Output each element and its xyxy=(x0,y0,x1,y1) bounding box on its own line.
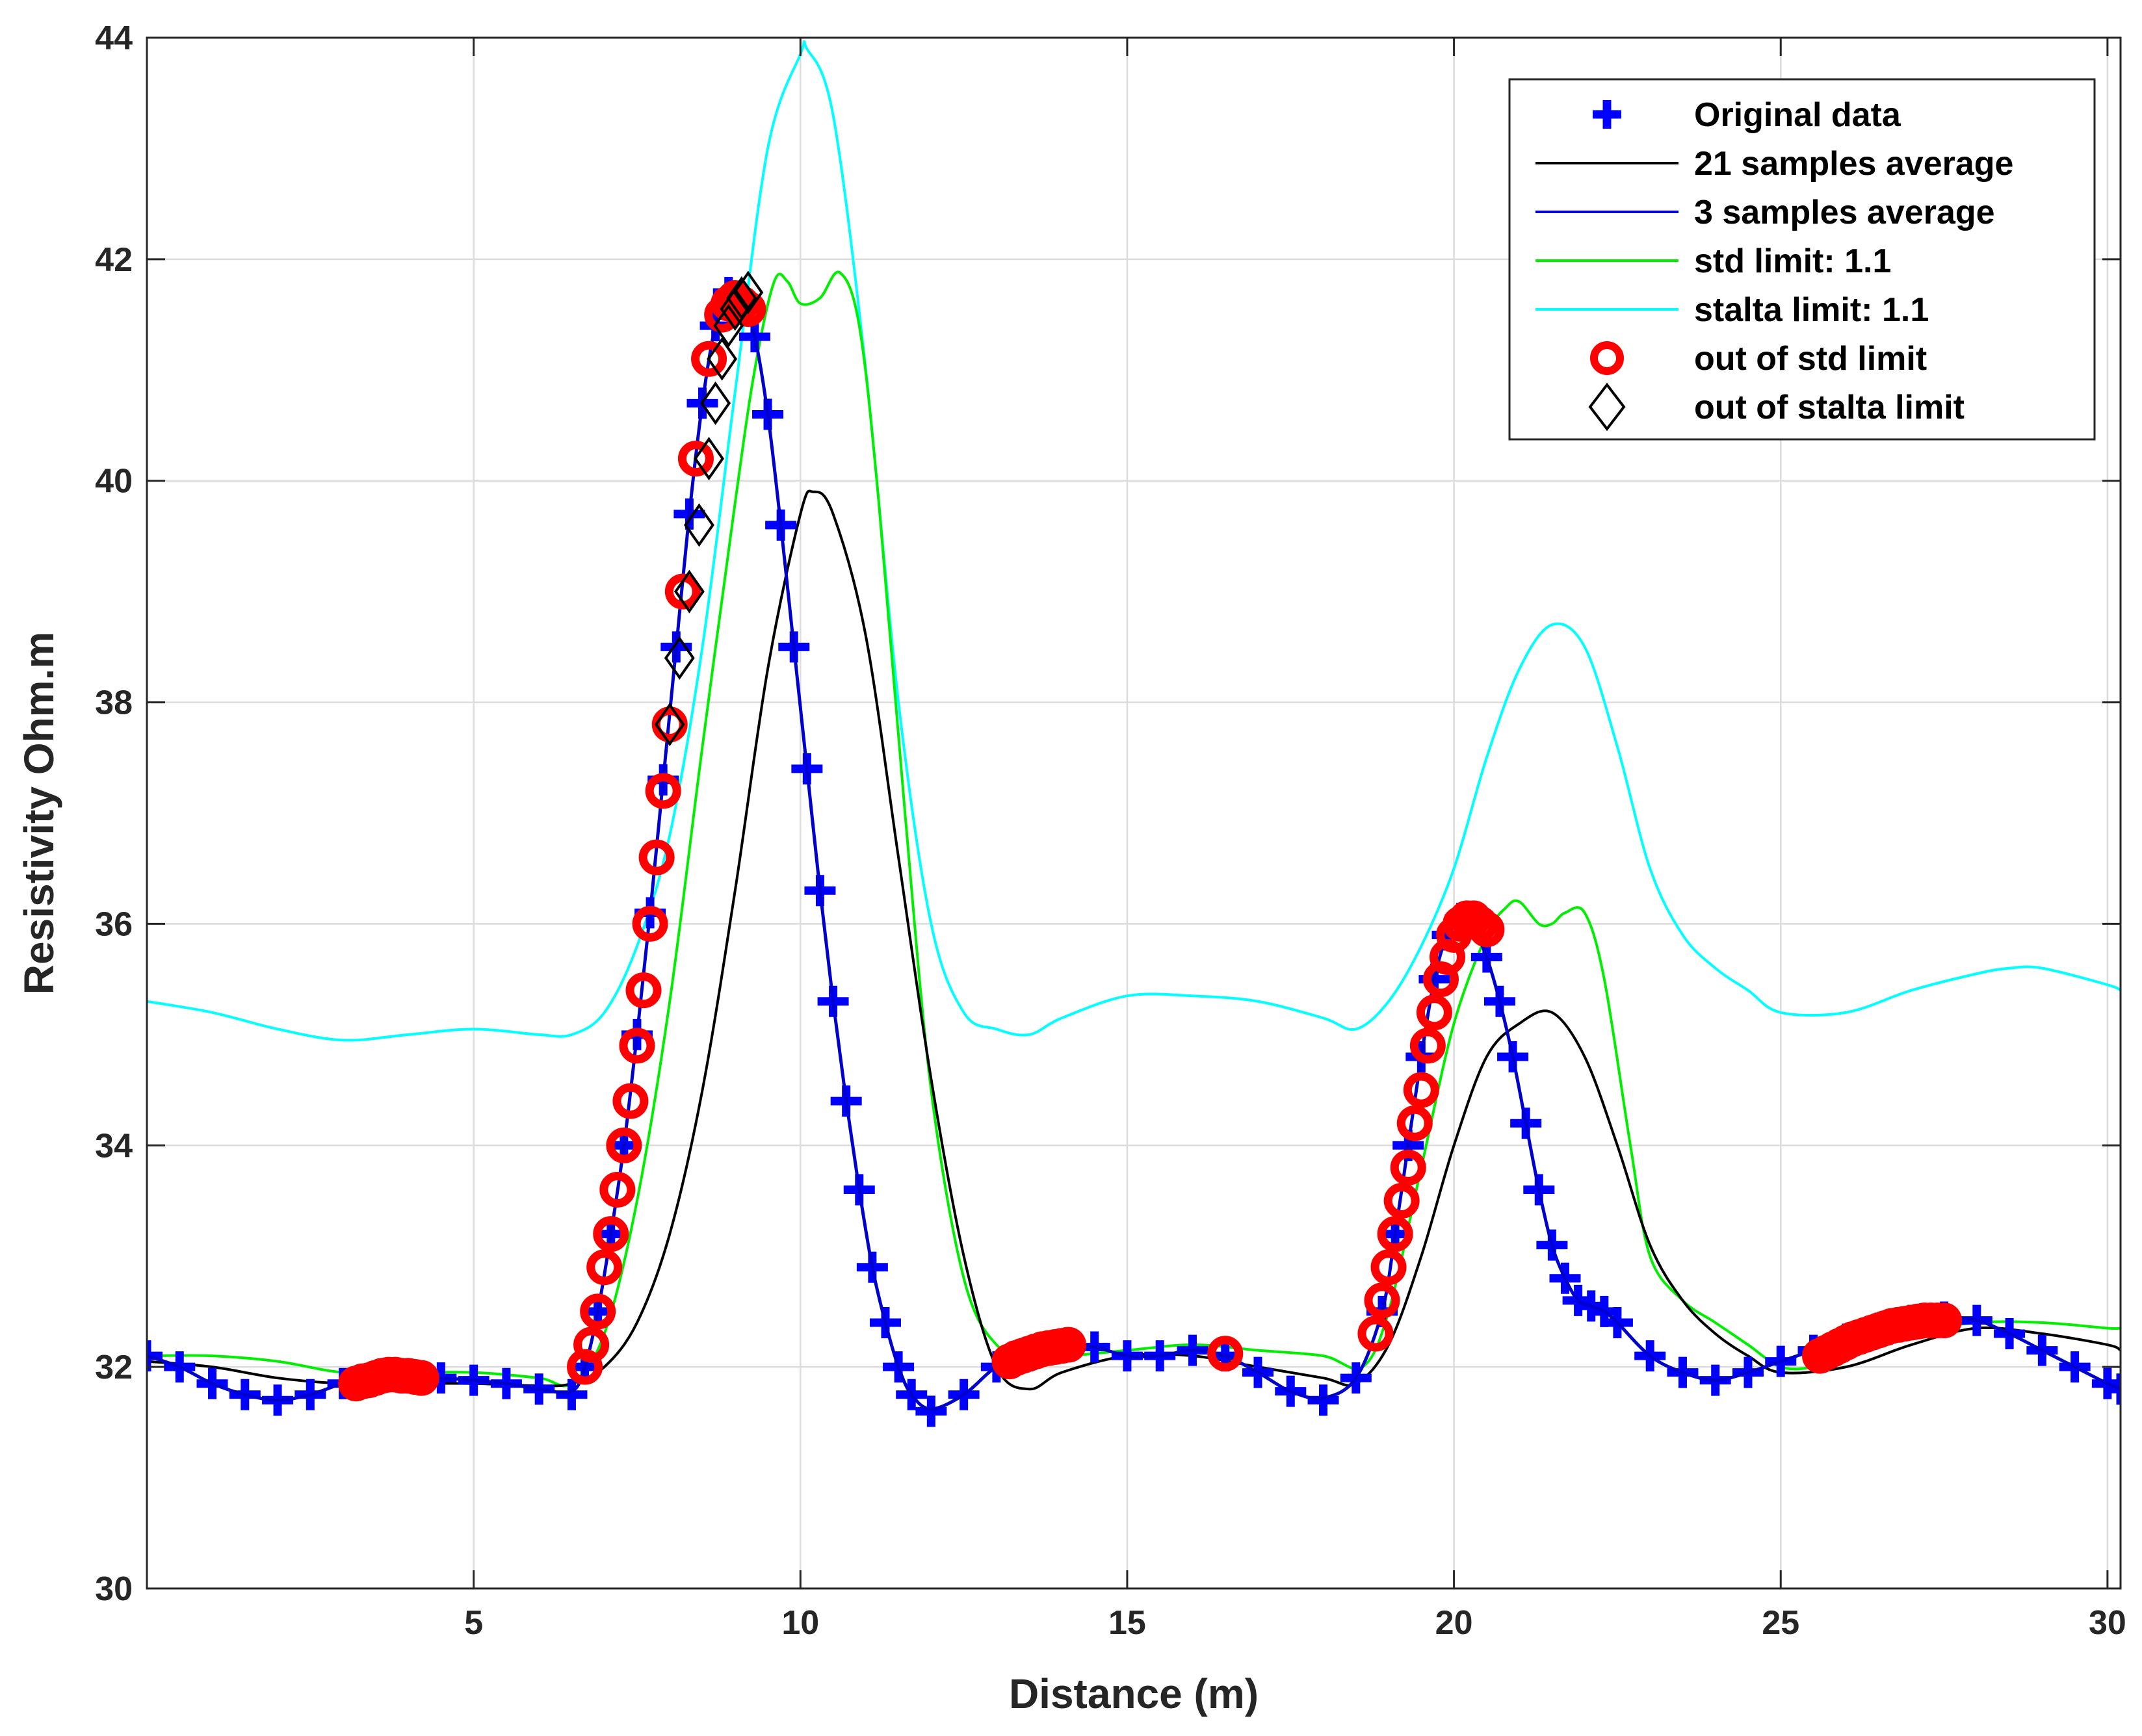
data-point-out-of-std xyxy=(1416,994,1452,1031)
data-point-out-of-std xyxy=(625,972,662,1009)
legend-diamond-marker xyxy=(1588,382,1626,432)
data-point-out-of-std xyxy=(580,1293,616,1330)
y-tick-label: 36 xyxy=(95,905,133,943)
legend-label: 3 samples average xyxy=(1694,194,1995,231)
x-axis-title: Distance (m) xyxy=(1009,1670,1259,1717)
data-point-out-of-stalta xyxy=(700,381,731,425)
data-point-out-of-std xyxy=(677,441,714,477)
data-point-out-of-stalta xyxy=(664,636,695,680)
series-layer xyxy=(147,40,2121,1427)
x-tick-label: 20 xyxy=(1435,1604,1473,1642)
axis-ticks: 5 10 15 20 25 30 30 32 34 36 38 40 42 44 xyxy=(95,19,2126,1642)
x-tick-label: 15 xyxy=(1108,1604,1146,1642)
legend-label: out of std limit xyxy=(1694,340,1927,378)
data-point-out-of-std xyxy=(1357,1315,1394,1352)
data-point-out-of-std xyxy=(1403,1072,1439,1108)
data-point-original xyxy=(915,1395,947,1427)
data-point-out-of-std xyxy=(1409,1028,1446,1064)
data-point-out-of-std xyxy=(638,839,675,875)
legend-label: 21 samples average xyxy=(1694,145,2013,183)
y-tick-label: 34 xyxy=(95,1127,133,1165)
data-point-original xyxy=(2105,1373,2121,1405)
axes-box xyxy=(146,36,2122,1590)
legend: Original data 21 samples average 3 samples… xyxy=(1508,78,2096,441)
data-point-out-of-stalta xyxy=(654,703,685,747)
data-point-out-of-std xyxy=(606,1127,642,1163)
data-point-out-of-stalta xyxy=(694,437,725,481)
data-point-out-of-std xyxy=(619,1028,655,1064)
x-tick-label: 30 xyxy=(2089,1604,2126,1642)
data-point-out-of-std xyxy=(612,1083,649,1119)
y-tick-label: 38 xyxy=(95,684,133,722)
x-tick-label: 25 xyxy=(1762,1604,1799,1642)
data-point-out-of-std xyxy=(586,1249,623,1286)
data-point-out-of-std xyxy=(1396,1105,1433,1141)
x-tick-label: 5 xyxy=(464,1604,483,1642)
legend-label: out of stalta limit xyxy=(1694,389,1965,426)
data-point-out-of-std xyxy=(573,1327,610,1363)
data-point-out-of-std xyxy=(645,773,681,809)
data-point-out-of-std xyxy=(1050,1327,1086,1363)
legend-label: stalta limit: 1.1 xyxy=(1694,291,1929,329)
data-point-out-of-stalta xyxy=(673,569,705,614)
y-tick-label: 40 xyxy=(95,463,133,500)
y-tick-label: 44 xyxy=(95,19,133,57)
data-point-original xyxy=(556,1379,588,1410)
y-axis-title: Resistivity Ohm.m xyxy=(16,632,62,994)
data-point-out-of-std xyxy=(403,1360,439,1396)
data-point-out-of-std xyxy=(664,573,701,610)
data-point-out-of-std xyxy=(1383,1183,1420,1219)
y-tick-label: 32 xyxy=(95,1349,133,1386)
legend-label: std limit: 1.1 xyxy=(1694,242,1891,280)
data-point-out-of-stalta xyxy=(720,287,751,331)
data-point-out-of-std xyxy=(1377,1216,1413,1252)
data-point-out-of-stalta xyxy=(726,276,757,320)
series-out-of-stalta-limit xyxy=(654,270,764,747)
data-point-out-of-std xyxy=(1370,1249,1407,1286)
legend-plus-marker xyxy=(1593,100,1621,129)
data-point-out-of-stalta xyxy=(684,503,714,547)
legend-circle-marker xyxy=(1590,341,1624,375)
legend-label: Original data xyxy=(1694,96,1901,134)
data-point-out-of-std xyxy=(1926,1302,1963,1339)
data-point-original xyxy=(147,1340,163,1372)
data-point-out-of-std xyxy=(1390,1149,1426,1185)
x-tick-label: 10 xyxy=(781,1604,819,1642)
data-point-out-of-std xyxy=(1207,1336,1244,1372)
data-point-out-of-std xyxy=(632,905,668,942)
data-point-out-of-std xyxy=(1364,1282,1400,1319)
data-point-out-of-stalta xyxy=(713,304,744,348)
data-point-out-of-std xyxy=(593,1216,629,1252)
data-point-out-of-std xyxy=(1469,911,1505,948)
series-stalta-limit-1-1 xyxy=(147,40,2121,1042)
series-out-of-std-limit xyxy=(338,280,1963,1402)
data-point-out-of-std xyxy=(691,341,727,377)
series-line-stalta-limit-1-1 xyxy=(147,40,2121,1042)
legend-symbol-original-data xyxy=(1593,100,1621,129)
plot-area xyxy=(147,40,2121,1427)
y-tick-label: 42 xyxy=(95,241,133,279)
data-point-original xyxy=(1307,1384,1339,1416)
data-point-out-of-std xyxy=(599,1171,636,1208)
legend-symbol-out-of-stalta-limit xyxy=(1588,382,1626,432)
data-point-out-of-stalta xyxy=(707,337,738,381)
legend-symbol-out-of-std-limit xyxy=(1590,341,1624,375)
y-tick-label: 30 xyxy=(95,1570,133,1608)
data-point-out-of-stalta xyxy=(733,270,764,315)
